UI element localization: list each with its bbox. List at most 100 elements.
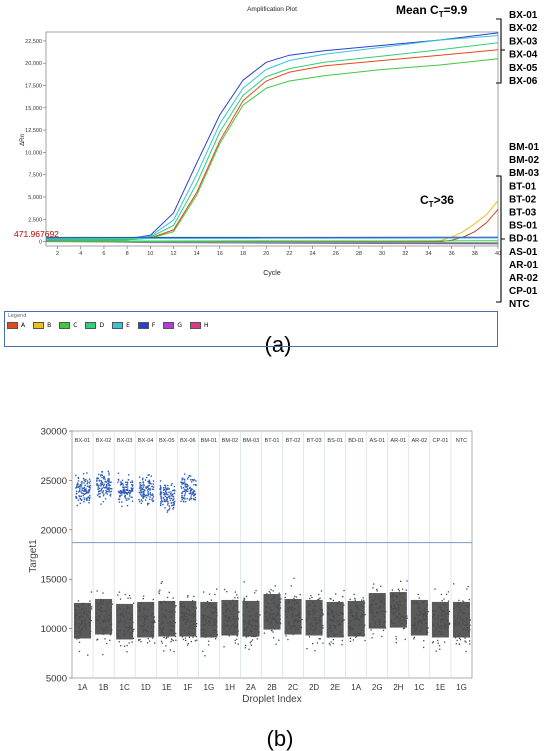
negative-droplet bbox=[251, 639, 254, 641]
positive-droplet bbox=[151, 485, 153, 488]
negative-droplet bbox=[457, 602, 460, 604]
positive-droplet bbox=[100, 483, 102, 485]
negative-droplet bbox=[360, 604, 363, 607]
negative-droplet bbox=[466, 618, 468, 620]
negative-droplet bbox=[343, 589, 345, 592]
positive-droplet bbox=[97, 477, 99, 479]
negative-droplet bbox=[152, 603, 154, 605]
negative-droplet bbox=[180, 605, 182, 607]
negative-droplet bbox=[109, 639, 111, 641]
negative-droplet bbox=[457, 612, 459, 614]
negative-droplet bbox=[299, 625, 301, 627]
negative-droplet bbox=[254, 625, 257, 627]
negative-droplet bbox=[102, 592, 104, 594]
negative-droplet bbox=[195, 607, 197, 609]
negative-droplet bbox=[158, 592, 160, 595]
positive-droplet bbox=[108, 482, 110, 485]
negative-droplet bbox=[297, 628, 300, 631]
droplet-column-label: BX-06 bbox=[180, 438, 196, 444]
negative-droplet bbox=[422, 616, 424, 618]
negative-droplet bbox=[174, 606, 176, 608]
negative-droplet bbox=[466, 628, 468, 631]
negative-droplet bbox=[318, 617, 320, 619]
droplet-x-tick-label: 2C bbox=[288, 683, 298, 692]
negative-droplet bbox=[268, 590, 270, 593]
positive-droplet bbox=[160, 487, 162, 489]
negative-droplet bbox=[447, 623, 449, 625]
positive-droplet bbox=[123, 492, 126, 495]
negative-droplet bbox=[231, 632, 233, 634]
negative-droplet bbox=[418, 614, 420, 616]
negative-droplet bbox=[206, 606, 209, 609]
negative-droplet bbox=[237, 618, 239, 620]
positive-droplet bbox=[121, 501, 123, 503]
negative-droplet bbox=[391, 595, 394, 598]
negative-droplet bbox=[446, 629, 448, 631]
negative-droplet bbox=[77, 605, 80, 607]
negative-droplet bbox=[127, 597, 129, 599]
negative-droplet bbox=[463, 608, 465, 610]
positive-droplet bbox=[186, 484, 188, 486]
negative-droplet bbox=[223, 588, 226, 591]
negative-droplet bbox=[390, 595, 392, 598]
negative-droplet bbox=[301, 618, 303, 621]
negative-droplet bbox=[454, 619, 456, 622]
positive-droplet bbox=[171, 495, 173, 497]
negative-droplet bbox=[140, 625, 142, 627]
negative-droplet bbox=[296, 602, 299, 604]
positive-droplet bbox=[102, 501, 105, 503]
negative-droplet bbox=[109, 618, 112, 620]
legend-item-A: A bbox=[7, 322, 25, 329]
positive-droplet bbox=[81, 489, 83, 491]
negative-droplet bbox=[224, 603, 226, 605]
negative-droplet bbox=[273, 618, 275, 620]
negative-droplet bbox=[91, 606, 93, 608]
positive-droplet bbox=[142, 488, 144, 490]
negative-droplet bbox=[236, 625, 238, 628]
negative-droplet bbox=[196, 623, 198, 625]
negative-droplet bbox=[192, 600, 194, 602]
negative-droplet bbox=[75, 622, 77, 624]
negative-droplet bbox=[96, 639, 98, 641]
positive-droplet bbox=[169, 507, 171, 509]
negative-droplet bbox=[90, 591, 93, 593]
negative-droplet bbox=[332, 642, 334, 645]
negative-droplet bbox=[74, 623, 76, 625]
negative-droplet bbox=[315, 624, 317, 626]
negative-droplet bbox=[216, 631, 218, 633]
negative-droplet bbox=[83, 613, 85, 615]
negative-droplet bbox=[190, 624, 192, 626]
negative-droplet bbox=[310, 627, 312, 629]
negative-droplet bbox=[100, 610, 102, 612]
negative-droplet bbox=[414, 625, 416, 627]
negative-droplet bbox=[203, 591, 205, 593]
positive-droplet bbox=[75, 493, 77, 495]
negative-droplet bbox=[405, 607, 407, 609]
negative-droplet bbox=[322, 642, 324, 644]
high-signal-bracket bbox=[496, 18, 505, 84]
negative-droplet bbox=[264, 612, 266, 614]
negative-droplet bbox=[228, 635, 230, 637]
positive-droplet bbox=[117, 478, 120, 481]
negative-droplet bbox=[128, 612, 130, 614]
negative-droplet bbox=[465, 604, 468, 607]
droplet-column-label: BM-01 bbox=[201, 438, 217, 444]
positive-droplet bbox=[170, 493, 172, 495]
negative-droplet bbox=[332, 610, 334, 612]
positive-droplet bbox=[83, 479, 86, 481]
negative-droplet bbox=[336, 619, 338, 621]
negative-droplet bbox=[143, 613, 145, 615]
droplet-x-tick-label: 2B bbox=[267, 683, 277, 692]
negative-droplet bbox=[376, 612, 378, 614]
legend-item-H: H bbox=[189, 322, 208, 329]
droplet-column-label: BX-05 bbox=[159, 438, 175, 444]
positive-droplet bbox=[148, 487, 150, 490]
negative-droplet bbox=[265, 616, 267, 618]
droplet-x-tick-label: 1C bbox=[120, 683, 130, 692]
negative-droplet bbox=[111, 603, 114, 605]
negative-droplet bbox=[437, 642, 439, 644]
negative-droplet bbox=[331, 611, 334, 613]
negative-droplet bbox=[264, 599, 266, 601]
negative-droplet bbox=[423, 619, 426, 621]
